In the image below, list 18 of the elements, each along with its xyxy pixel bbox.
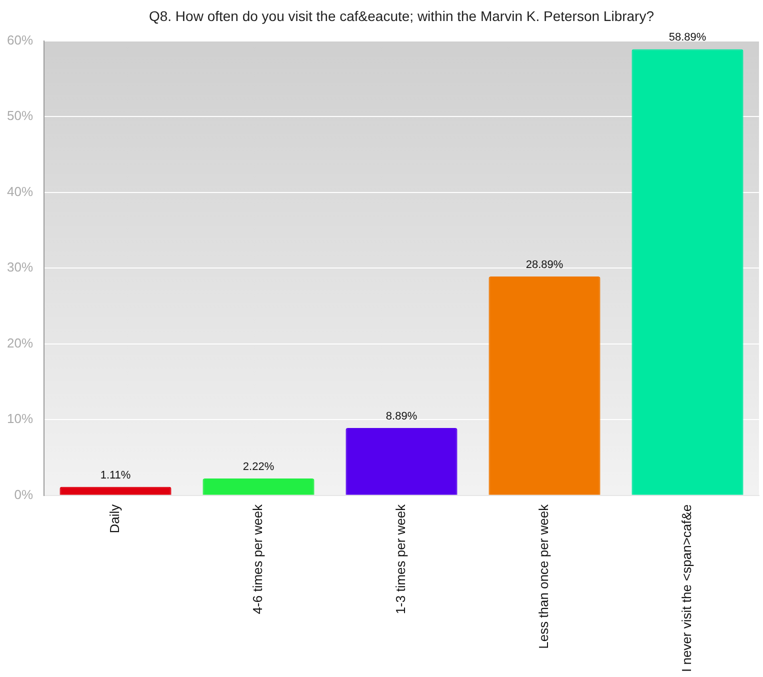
y-tick-label: 20% [6,335,34,350]
y-tick-label: 0% [14,486,34,502]
data-label: 58.89% [668,32,706,44]
y-tick-label: 40% [6,184,34,199]
data-label: 8.89% [386,410,418,423]
x-tick-label: Less than once per week [536,504,552,649]
data-label: 2.22% [242,461,274,474]
x-tick-label: 4-6 times per week [250,504,266,614]
x-tick-label: 1-3 times per week [393,504,408,614]
y-tick-label: 30% [6,260,34,275]
x-tick-label: Daily [107,504,122,534]
data-label: 28.89% [526,259,564,272]
x-tick-label: I never visit the <span>caf&e [679,504,694,672]
data-label: 1.11% [100,469,131,482]
y-tick-label: 10% [6,411,34,426]
y-tick-label: 50% [6,108,34,124]
chart-title: Q8. How often do you visit the caf&eacute; within the Marvin K. Peterson Library? [148,8,656,26]
y-tick-label: 60% [6,32,34,48]
